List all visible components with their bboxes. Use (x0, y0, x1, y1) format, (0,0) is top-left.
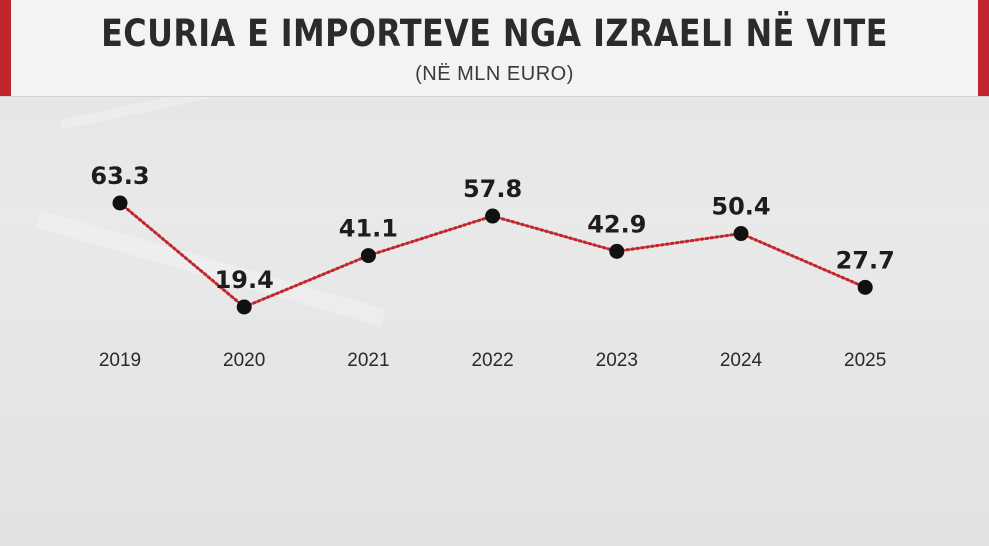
series-line-segment (739, 232, 867, 289)
header-panel: ECURIA E IMPORTEVE NGA IZRAELI NË VITE (… (0, 0, 989, 97)
x-tick-label: 2021 (347, 350, 389, 371)
data-point (733, 226, 749, 242)
data-point (857, 279, 873, 295)
series-line-segment (491, 214, 619, 253)
data-label: 57.8 (463, 175, 522, 203)
data-label: 27.7 (836, 246, 895, 274)
data-label: 41.1 (339, 215, 398, 243)
x-tick-label: 2025 (844, 350, 886, 371)
x-tick-label: 2019 (99, 350, 141, 371)
series-line-segment (615, 232, 743, 253)
line-chart: 63.3 2019 19.4 2020 41.1 2021 57.8 2022 42.9 2023… (90, 162, 895, 371)
x-tick-label: 2024 (720, 350, 763, 371)
accent-bar-left (0, 0, 11, 96)
data-label: 63.3 (90, 162, 149, 190)
x-tick-label: 2022 (471, 350, 513, 371)
data-point (112, 195, 128, 211)
data-point (360, 248, 376, 264)
data-point (609, 243, 625, 259)
x-tick-label: 2023 (596, 350, 638, 371)
accent-bar-right (978, 0, 989, 96)
data-point (236, 299, 252, 315)
data-point (485, 208, 501, 224)
series-line-segment (366, 214, 495, 258)
series-line-segment (242, 254, 370, 309)
chart-subtitle: (NË MLN EURO) (415, 63, 574, 85)
data-label: 42.9 (587, 210, 646, 238)
data-label: 50.4 (711, 193, 770, 221)
data-label: 19.4 (215, 266, 274, 294)
x-tick-label: 2020 (223, 350, 265, 371)
chart-title: ECURIA E IMPORTEVE NGA IZRAELI NË VITE (101, 12, 888, 55)
series-line-segment (118, 201, 246, 309)
